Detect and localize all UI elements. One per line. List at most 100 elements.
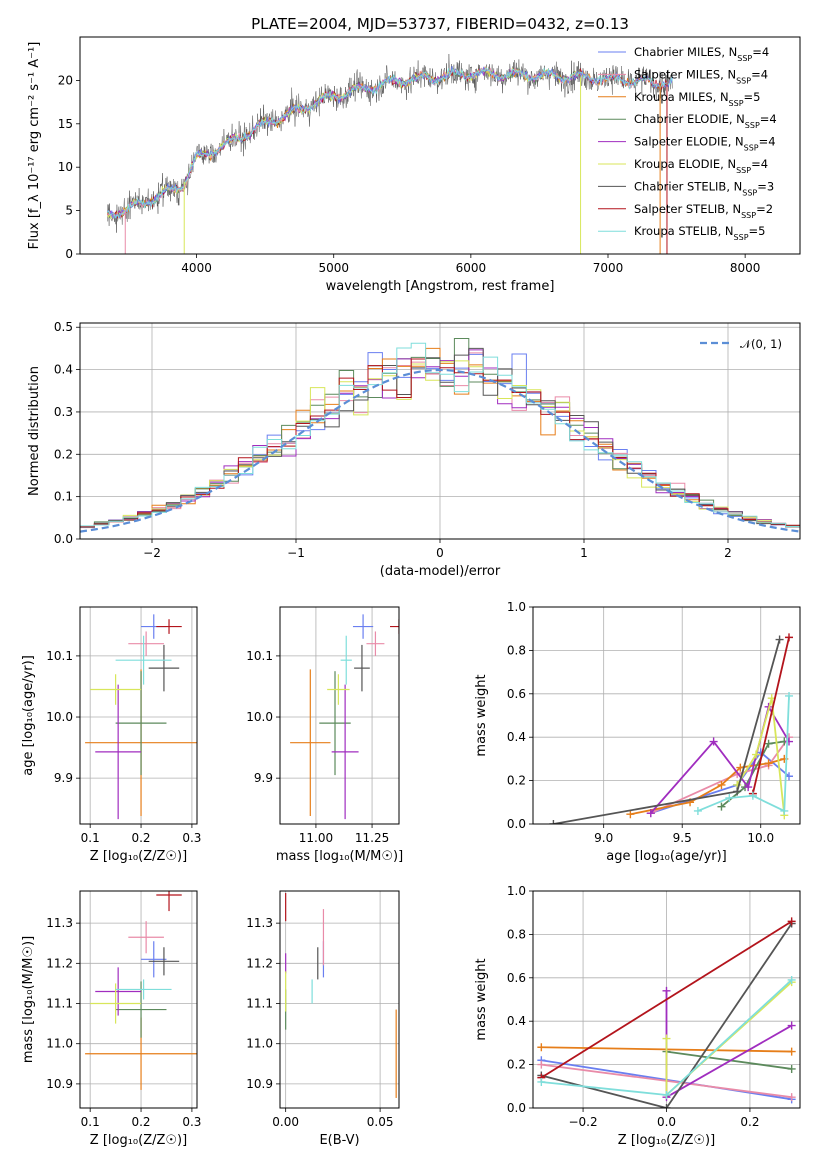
series-marker-salpeter-miles: [537, 1060, 546, 1069]
plot-area: [80, 338, 800, 533]
x-axis-label: Z [log₁₀(Z/Z☉)]: [90, 849, 187, 864]
x-tick-label: −0.2: [568, 1115, 597, 1129]
series-line-salpeter-stelib: [752, 637, 790, 794]
y-tick-label: 0.5: [54, 320, 73, 334]
series-marker-kroupa-elodie: [752, 750, 761, 759]
series-marker-kroupa-stelib: [787, 975, 796, 984]
series-marker-chabrier-elodie: [717, 802, 726, 811]
y-tick-label: 0.3: [54, 405, 73, 419]
panel-spectrum: 4000 5000 6000 7000 8000 0 5 10 15 20 wavelength […: [27, 15, 801, 294]
x-tick-label: 6000: [456, 261, 487, 275]
y-tick-label: 0.0: [507, 1101, 526, 1115]
axes-frame: [79, 606, 198, 825]
panel-mass_vs_Z: 0.1 0.2 0.3 10.9 11.0 11.1 11.2 11.3 Z [log₁₀(Z/…: [21, 890, 201, 1148]
y-tick-label: 10.9: [46, 1077, 73, 1091]
legend-label: Chabrier ELODIE, NSSP=4: [634, 112, 777, 130]
spectrum-line-chabrier-miles: [107, 66, 673, 219]
x-tick-label: 9.0: [594, 831, 613, 845]
series-marker-chabrier-stelib: [549, 820, 558, 824]
x-tick-label: −2: [143, 546, 161, 560]
x-axis-label: mass [log₁₀(M/M☉)]: [276, 849, 403, 864]
y-tick-label: 0: [65, 247, 73, 261]
series-marker-kroupa-miles: [537, 1043, 546, 1052]
y-tick-label: 1.0: [507, 600, 526, 614]
y-axis-label: Flux [f_λ 10⁻¹⁷ erg cm⁻² s⁻¹ A⁻¹]: [27, 42, 42, 250]
legend-label: Salpeter MILES, NSSP=4: [634, 67, 768, 85]
y-tick-label: 5: [65, 204, 73, 218]
x-tick-label: 1: [580, 546, 588, 560]
legend-label: Kroupa STELIB, NSSP=5: [634, 224, 765, 242]
plot-area: [85, 614, 197, 820]
x-tick-label: 7000: [593, 261, 624, 275]
y-tick-label: 10.9: [246, 1077, 273, 1091]
axes-frame: [79, 322, 801, 540]
series-marker-chabrier-stelib: [733, 787, 742, 796]
x-tick-label: 0.05: [367, 1115, 394, 1129]
y-tick-label: 11.2: [246, 956, 273, 970]
series-marker-kroupa-stelib: [537, 1077, 546, 1086]
x-axis-label: Z [log₁₀(Z/Z☉)]: [90, 1133, 187, 1148]
panel-weight_vs_age: 9.0 9.5 10.0 0.0 0.2 0.4 0.6 0.8 1.0 age [log₁₀(a…: [474, 600, 801, 864]
x-axis-label: age [log₁₀(age/yr)]: [606, 849, 727, 864]
panel-weight_vs_Z: −0.2 0.0 0.2 0.0 0.2 0.4 0.6 0.8 1.0 Z [log₁₀(Z/Z…: [474, 884, 801, 1148]
y-tick-label: 11.0: [46, 1037, 73, 1051]
y-tick-label: 0.2: [54, 447, 73, 461]
x-axis-label: E(B-V): [319, 1133, 359, 1148]
y-tick-label: 10.1: [246, 649, 273, 663]
series-marker-kroupa-elodie: [662, 1034, 671, 1043]
series-marker-kroupa-stelib: [662, 1090, 671, 1099]
series-marker-chabrier-stelib: [662, 1104, 671, 1108]
y-tick-label: 10: [58, 160, 73, 174]
y-tick-label: 0.1: [54, 490, 73, 504]
series-marker-salpeter-elodie: [709, 737, 718, 746]
y-axis-label: mass weight: [474, 958, 489, 1040]
y-tick-label: 9.9: [254, 771, 273, 785]
x-tick-label: 4000: [181, 261, 212, 275]
x-axis-label: wavelength [Angstrom, rest frame]: [326, 279, 555, 294]
spectrum-line-salpeter-stelib: [107, 66, 668, 219]
x-tick-label: 9.5: [673, 831, 692, 845]
plot-area: [85, 891, 197, 1090]
series-marker-kroupa-stelib: [785, 691, 794, 700]
series-marker-kroupa-miles: [764, 759, 773, 768]
axes-frame: [79, 890, 198, 1109]
series-line-kroupa-miles: [630, 758, 785, 816]
x-axis-label: (data-model)/error: [380, 564, 501, 579]
y-tick-label: 9.9: [54, 771, 73, 785]
series-marker-salpeter-elodie: [744, 783, 753, 792]
series-line-salpeter-stelib: [540, 920, 793, 1079]
x-tick-label: 11.25: [355, 831, 389, 845]
series-marker-kroupa-miles: [717, 780, 726, 789]
plot-area: [285, 893, 397, 1098]
legend-label: Salpeter ELODIE, NSSP=4: [634, 135, 776, 153]
axes-frame: [279, 890, 400, 1109]
x-tick-label: 0.1: [81, 831, 100, 845]
x-tick-label: 10.0: [747, 831, 774, 845]
axes-frame: [532, 890, 801, 1109]
y-tick-label: 11.1: [246, 997, 273, 1011]
series-marker-salpeter-stelib: [785, 633, 794, 642]
series-marker-chabrier-elodie: [764, 739, 773, 748]
y-tick-label: 15: [58, 117, 73, 131]
legend-label: Kroupa ELODIE, NSSP=4: [634, 157, 768, 175]
x-tick-label: 11.00: [299, 831, 333, 845]
y-tick-label: 0.2: [507, 1058, 526, 1072]
series-line-chabrier-elodie: [666, 1050, 792, 1070]
x-tick-label: 0.00: [272, 1115, 299, 1129]
histogram-kroupa-stelib: [80, 342, 800, 529]
y-tick-label: 11.1: [46, 997, 73, 1011]
series-marker-kroupa-miles: [787, 1047, 796, 1056]
legend-label: Chabrier MILES, NSSP=4: [634, 45, 769, 63]
x-tick-label: −1: [287, 546, 305, 560]
legend-label: 𝒩(0, 1): [740, 337, 782, 351]
y-tick-label: 11.2: [46, 956, 73, 970]
plot-area: [290, 614, 399, 820]
legend-label: Kroupa MILES, NSSP=5: [634, 90, 760, 108]
spectrum-line-kroupa-stelib: [107, 67, 673, 219]
series-marker-chabrier-stelib: [775, 635, 784, 644]
plot-area: [107, 53, 673, 254]
series-marker-salpeter-elodie: [646, 809, 655, 818]
series-marker-salpeter-elodie: [662, 986, 671, 995]
y-tick-label: 0.0: [54, 532, 73, 546]
